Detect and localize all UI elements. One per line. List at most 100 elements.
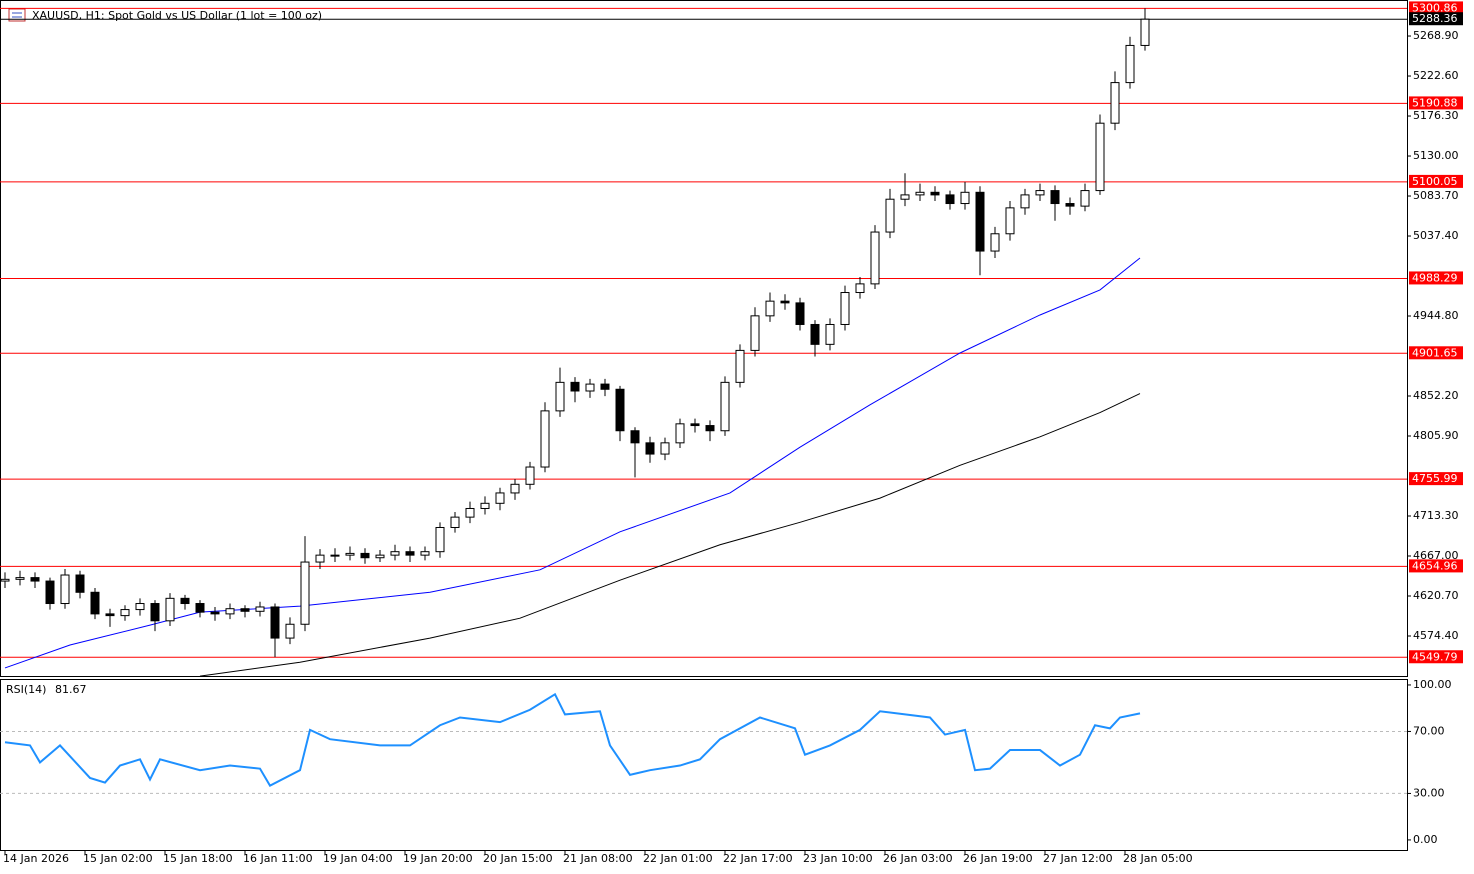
candle-body (795, 302, 805, 325)
candle-body (465, 507, 475, 518)
candle-body (105, 613, 115, 617)
y-tick-label: 4667.00 (1413, 549, 1459, 562)
y-tick-label: 4852.20 (1413, 389, 1459, 402)
level-label: 5190.88 (1412, 96, 1458, 109)
candle-body (30, 577, 40, 582)
candle-body (120, 609, 130, 617)
candle-body (990, 233, 1000, 252)
candle-body (240, 608, 250, 612)
candle-body (600, 383, 610, 390)
candle-body (690, 423, 700, 427)
y-tick-label: 5037.40 (1413, 229, 1459, 242)
candle-body (165, 597, 175, 622)
candle-body (195, 603, 205, 613)
candle-body (1035, 190, 1045, 196)
candle-body (390, 551, 400, 556)
x-tick-label: 14 Jan 2026 (3, 852, 69, 865)
moving-average (199, 393, 1141, 677)
candle-body (1050, 190, 1060, 205)
rsi-tick-label: 70.00 (1413, 724, 1445, 737)
candle-body (1005, 207, 1015, 235)
x-tick-label: 19 Jan 20:00 (403, 852, 473, 865)
candle-body (150, 603, 160, 622)
candle-body (660, 442, 670, 455)
x-tick-label: 26 Jan 03:00 (883, 852, 953, 865)
candle-body (720, 381, 730, 432)
y-tick-label: 5176.30 (1413, 109, 1459, 122)
candle-body (375, 554, 385, 559)
y-tick-label: 5083.70 (1413, 189, 1459, 202)
candle-body (945, 194, 955, 205)
candle-body (420, 551, 430, 556)
level-label-bg (1409, 271, 1463, 285)
candle-body (765, 300, 775, 317)
level-label: 4755.99 (1412, 472, 1458, 485)
candle-body (315, 554, 325, 563)
symbol-icon (8, 8, 26, 22)
candle-body (900, 194, 910, 200)
candle-body (570, 381, 580, 392)
candle-body (675, 423, 685, 444)
candle-body (750, 315, 760, 351)
candle-body (825, 323, 835, 345)
candle-body (810, 323, 820, 345)
level-label: 4988.29 (1412, 271, 1458, 284)
candle-body (960, 191, 970, 205)
candle-body (840, 292, 850, 325)
rsi-frame (0, 679, 1408, 851)
level-label-bg (1409, 1, 1463, 15)
rsi-tick-label: 100.00 (1413, 678, 1452, 691)
y-tick-label: 5222.60 (1413, 69, 1459, 82)
rsi-line (4, 692, 1141, 788)
candle-body (630, 430, 640, 444)
candle-body (480, 502, 490, 509)
candle-body (225, 608, 235, 615)
level-label-bg (1409, 174, 1463, 188)
candle-body (930, 191, 940, 196)
level-label-bg (1409, 346, 1463, 360)
y-tick-label: 4713.30 (1413, 509, 1459, 522)
candle-body (915, 191, 925, 196)
x-tick-label: 19 Jan 04:00 (323, 852, 393, 865)
candle-body (285, 623, 295, 639)
candle-body (135, 603, 145, 611)
x-tick-label: 21 Jan 08:00 (563, 852, 633, 865)
candle-body (540, 410, 550, 468)
candle-body (345, 552, 355, 556)
level-label: 4654.96 (1412, 559, 1458, 572)
rsi-tick-label: 0.00 (1413, 833, 1438, 846)
candle-body (15, 577, 25, 580)
rsi-value: 81.67 (55, 683, 87, 696)
rsi-title: RSI(14) 81.67 (6, 683, 87, 696)
candle-body (705, 425, 715, 432)
candle-body (1065, 203, 1075, 207)
x-tick-label: 26 Jan 19:00 (963, 852, 1033, 865)
candle-body (780, 300, 790, 304)
candle-body (1020, 194, 1030, 209)
level-label-bg (1409, 559, 1463, 573)
candle-body (855, 283, 865, 294)
price-label: 5288.36 (1412, 12, 1458, 25)
rsi-name: RSI(14) (6, 683, 46, 696)
y-tick-label: 5130.00 (1413, 149, 1459, 162)
y-tick-label: 4574.40 (1413, 629, 1459, 642)
candle-body (255, 606, 265, 612)
level-label-bg (1409, 472, 1463, 486)
x-tick-label: 22 Jan 17:00 (723, 852, 793, 865)
x-tick-label: 15 Jan 18:00 (163, 852, 233, 865)
candle-body (555, 381, 565, 412)
candle-body (90, 591, 100, 615)
candle-body (525, 466, 535, 485)
x-tick-label: 22 Jan 01:00 (643, 852, 713, 865)
x-tick-label: 16 Jan 11:00 (243, 852, 313, 865)
x-tick-label: 28 Jan 05:00 (1123, 852, 1193, 865)
candle-body (585, 383, 595, 392)
candle-body (495, 492, 505, 504)
rsi-tick-label: 30.00 (1413, 786, 1445, 799)
candle-body (1125, 44, 1135, 84)
candle-body (360, 552, 370, 559)
level-label-bg (1409, 650, 1463, 664)
candle-body (180, 597, 190, 605)
